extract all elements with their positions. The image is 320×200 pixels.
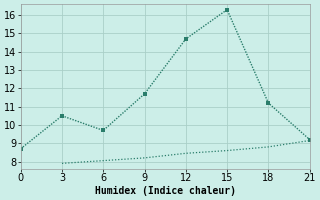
X-axis label: Humidex (Indice chaleur): Humidex (Indice chaleur) bbox=[95, 186, 236, 196]
